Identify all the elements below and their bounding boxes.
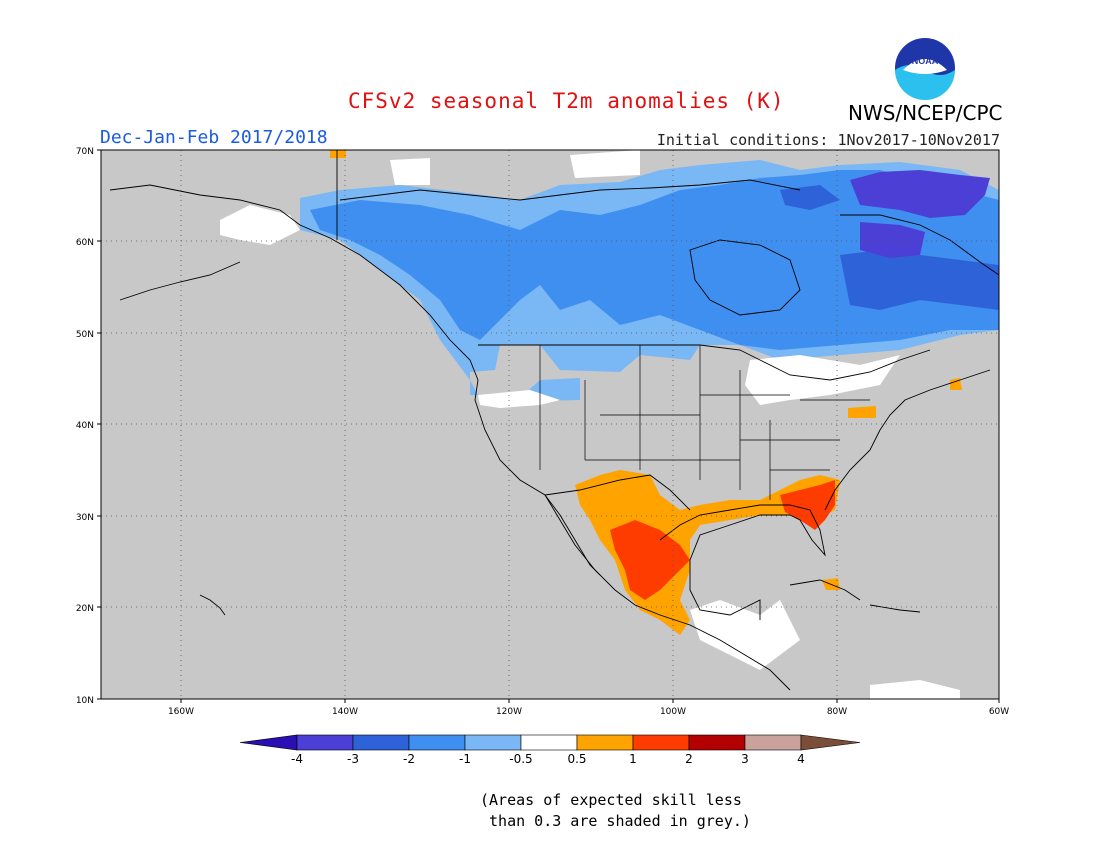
skill-footnote: (Areas of expected skill less than 0.3 a… [480,791,751,830]
near-normal-alaska [220,205,300,245]
agency-label: NWS/NCEP/CPC [848,101,1003,125]
coastlines [109,150,999,691]
coastline-aleutians [119,261,241,301]
coastline-cuba [789,579,861,601]
colorbar-segment [408,734,466,751]
anomaly-region-indigo-labrador [860,222,925,258]
anomaly-region-red-southeast [780,480,835,530]
colorbar-tick-label: 4 [797,752,805,766]
colorbar-segment [296,734,354,751]
coastline-hispaniola [869,604,921,613]
colorbar-tick-label: 1 [629,752,637,766]
colorbar-tick-label: 2 [685,752,693,766]
lon-label-160w: 160W [168,707,194,717]
colorbar-tick-label: -3 [347,752,359,766]
lat-label-20n: 20N [76,604,94,614]
lat-label-10n: 10N [76,696,94,706]
near-normal-central-america [690,600,800,670]
latitude-labels: 10N 20N 30N 40N 50N 60N 70N [76,147,94,706]
anomaly-region-blue-canada [310,170,999,350]
colorbar-segment [352,734,410,751]
colorbar-segment [632,734,690,751]
near-normal-great-lakes [745,355,900,405]
lat-label-50n: 50N [76,330,94,340]
lon-label-80w: 80W [827,707,847,717]
axis-ticks [97,149,1000,703]
near-normal-pacific-nw [478,390,560,408]
forecast-period: Dec-Jan-Feb 2017/2018 [100,127,328,148]
coastline-gulf [659,504,826,620]
anomaly-region-indigo-north [850,170,990,218]
initial-conditions: Initial conditions: 1Nov2017-10Nov2017 [656,131,1000,149]
anomaly-region-orange-mid-atlantic [848,406,876,418]
anomaly-region-dark-blue-east [840,250,999,310]
border-us-canada [478,344,931,381]
near-normal-south-edge [870,680,960,699]
colorbar-tick-label: 0.5 [567,752,586,766]
near-normal-regions [220,150,960,699]
colorbar-left-arrow [239,734,298,751]
colorbar-tick-label: -0.5 [509,752,532,766]
border-us-mexico [544,474,691,511]
coastline-hudson-bay [689,239,801,316]
colorbar-segment [520,734,578,751]
colorbar-tick-label: -4 [291,752,303,766]
colorbar-tick-label: 3 [741,752,749,766]
colorbar-tick-label: -1 [459,752,471,766]
lon-label-100w: 100W [660,707,686,717]
warm-anomaly-regions [330,150,962,635]
colorbar-segment [464,734,522,751]
colorbar-tick-label: -2 [403,752,415,766]
anomaly-region-orange-nova-scotia [950,378,962,390]
noaa-logo-icon: NOAA [895,38,955,100]
lon-label-60w: 60W [989,707,1009,717]
near-normal-arctic [390,158,430,185]
coastline-labrador [840,214,999,276]
coastline-alaska [109,184,791,691]
anomaly-region-red-mexico [610,520,690,600]
cold-anomaly-regions [300,160,999,402]
coastline-baja [544,494,601,576]
longitude-labels: 160W 140W 120W 100W 80W 60W [168,707,1009,717]
coastline-east-us [824,369,991,511]
state-lines [539,345,870,500]
coastline-arctic [339,179,801,201]
lat-label-70n: 70N [76,147,94,157]
colorbar-segment [576,734,634,751]
lat-label-60n: 60N [76,238,94,248]
colorbar-segment [744,734,802,751]
map-panel [101,150,999,699]
colorbar: -4 -3 -2 -1 -0.5 0.5 1 2 3 4 [239,734,861,766]
near-normal-arctic-2 [570,150,640,178]
logo-text: NOAA [912,56,939,66]
lon-label-140w: 140W [332,707,358,717]
chart-title: CFSv2 seasonal T2m anomalies (K) [348,89,785,113]
lat-label-30n: 30N [76,513,94,523]
anomaly-region-dark-blue-baffin [780,185,840,210]
coastline-hawaii [199,594,226,616]
colorbar-segment [688,734,746,751]
lat-label-40n: 40N [76,421,94,431]
anomaly-region-orange-arctic [330,150,346,158]
lon-label-120w: 120W [496,707,522,717]
colorbar-right-arrow [800,734,861,751]
